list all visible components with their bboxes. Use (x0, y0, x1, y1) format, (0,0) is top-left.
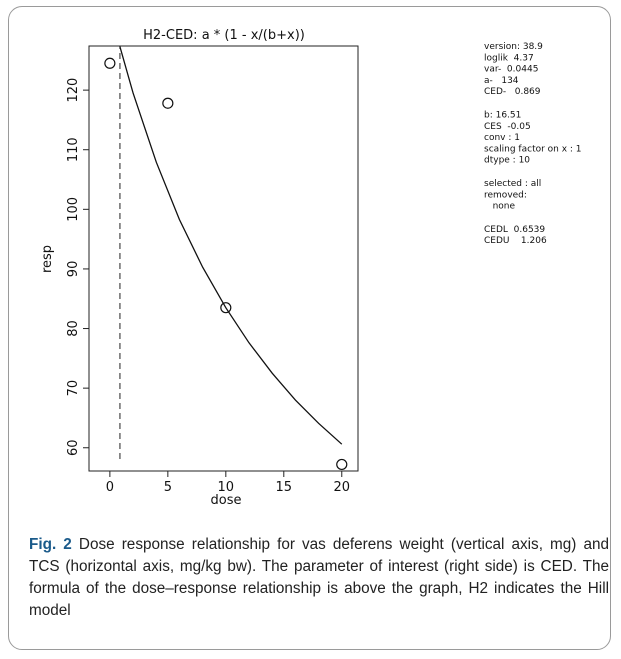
data-point (162, 97, 174, 109)
fit-info: loglik 4.37 (484, 53, 534, 63)
y-tick-label: 70 (66, 380, 81, 397)
fit-info: selected : all (484, 179, 541, 189)
y-tick-label: 100 (66, 197, 81, 222)
caption-text: Dose response relationship for vas defer… (29, 536, 610, 619)
x-tick-label: 10 (218, 480, 235, 495)
y-tick-label: 120 (66, 78, 81, 103)
chart: H2-CED: a * (1 - x/(b+x)) dose resp 0 5 10… (40, 28, 582, 508)
data-point (220, 302, 232, 314)
fit-info: dtype : 10 (484, 156, 530, 166)
fit-info: conv : 1 (484, 133, 520, 143)
figure-frame: H2-CED: a * (1 - x/(b+x)) dose resp 0 5 10… (8, 6, 611, 650)
chart-title: H2-CED: a * (1 - x/(b+x)) (143, 28, 305, 43)
fit-info: removed: (484, 190, 527, 200)
fit-info: CES -0.05 (484, 122, 531, 132)
fit-info: scaling factor on x : 1 (484, 144, 582, 154)
fit-info: version: 38.9 (484, 42, 543, 52)
data-point (104, 57, 116, 69)
y-tick-label: 80 (66, 320, 81, 337)
x-tick-label: 5 (164, 480, 172, 495)
fit-info: var- 0.0445 (484, 65, 538, 75)
data-point (336, 458, 348, 471)
plot-box (88, 45, 359, 472)
fit-info: CED- 0.869 (484, 87, 541, 97)
y-tick-label: 110 (66, 137, 81, 162)
y-tick-label: 60 (66, 439, 81, 456)
fit-info: CEDU 1.206 (484, 236, 547, 246)
x-tick-label: 0 (106, 480, 114, 495)
fit-info: CEDL 0.6539 (484, 225, 545, 235)
x-axis-label: dose (211, 493, 242, 508)
y-tick-label: 90 (66, 261, 81, 278)
x-tick-label: 20 (333, 480, 350, 495)
fit-info: b: 16.51 (484, 111, 521, 121)
caption-label: Fig. 2 (29, 536, 72, 553)
caption: Fig. 2 Dose response relationship for va… (29, 534, 609, 622)
y-axis-label: resp (40, 245, 55, 273)
fit-info: a- 134 (484, 76, 519, 86)
fit-curve (119, 46, 343, 445)
x-tick-label: 15 (276, 480, 293, 495)
fit-info: none (484, 202, 515, 212)
